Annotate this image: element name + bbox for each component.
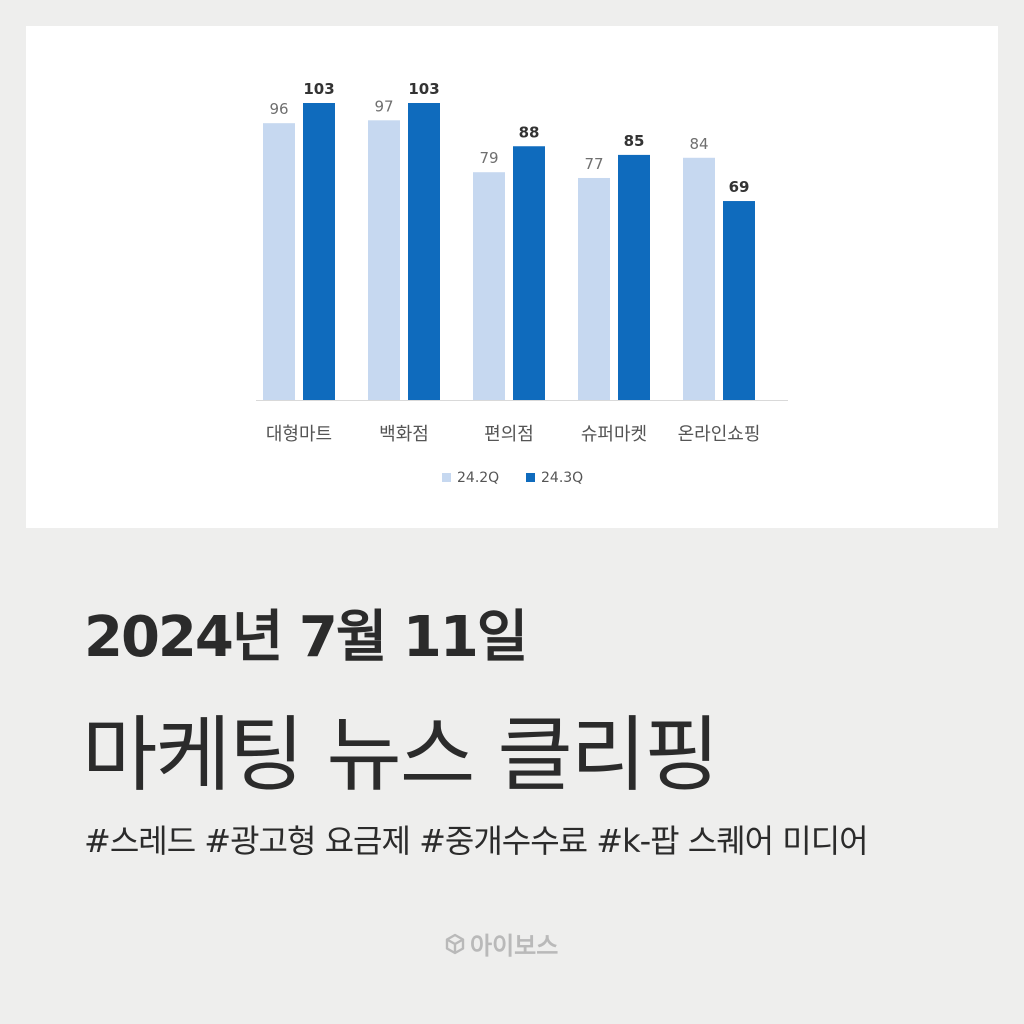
data-label: 69 xyxy=(729,178,750,196)
x-tick-label: 슈퍼마켓 xyxy=(581,424,647,445)
bar-24.2Q-슈퍼마켓 xyxy=(578,177,610,400)
legend-label: 24.2Q xyxy=(457,470,499,486)
data-label: 77 xyxy=(584,155,603,173)
legend-swatch xyxy=(526,473,535,482)
bar-24.2Q-백화점 xyxy=(368,120,400,401)
x-tick-label: 대형마트 xyxy=(266,424,332,445)
bar-24.3Q-백화점 xyxy=(408,103,440,400)
data-label: 84 xyxy=(689,135,708,153)
brand-logo: 아이보스 xyxy=(444,926,558,961)
legend-label: 24.3Q xyxy=(541,470,583,486)
data-label: 85 xyxy=(624,132,645,150)
data-label: 79 xyxy=(479,149,498,167)
headline-date: 2024년 7월 11일 xyxy=(84,605,528,670)
data-label: 103 xyxy=(303,80,334,98)
bar-chart: 96 103 대형마트 97 103 백화점 79 88 편의점 77 85 슈퍼마켓 84 69 온라인쇼… xyxy=(256,80,788,486)
headline-tags: #스레드 #광고형 요금제 #중개수수료 #k-팝 스퀘어 미디어 xyxy=(84,822,869,860)
bar-24.2Q-온라인쇼핑 xyxy=(683,157,715,400)
bar-24.2Q-편의점 xyxy=(473,172,505,400)
bar-24.3Q-대형마트 xyxy=(303,103,335,400)
x-tick-label: 백화점 xyxy=(379,424,429,445)
brand-name: 아이보스 xyxy=(470,932,559,960)
bar-24.3Q-편의점 xyxy=(513,146,545,400)
data-label: 103 xyxy=(408,80,439,98)
legend-swatch xyxy=(442,473,451,482)
x-tick-label: 온라인쇼핑 xyxy=(678,424,761,445)
bar-24.2Q-대형마트 xyxy=(263,123,295,401)
bar-24.3Q-슈퍼마켓 xyxy=(618,154,650,400)
data-label: 96 xyxy=(269,100,288,118)
data-label: 97 xyxy=(374,97,393,115)
data-label: 88 xyxy=(519,123,540,141)
bar-24.3Q-온라인쇼핑 xyxy=(723,201,755,400)
box-icon xyxy=(445,933,465,954)
x-tick-label: 편의점 xyxy=(484,424,534,445)
headline-title: 마케팅 뉴스 클리핑 xyxy=(82,708,720,803)
chart-card: 96 103 대형마트 97 103 백화점 79 88 편의점 77 85 슈퍼마켓 84 69 온라인쇼… xyxy=(26,26,998,528)
